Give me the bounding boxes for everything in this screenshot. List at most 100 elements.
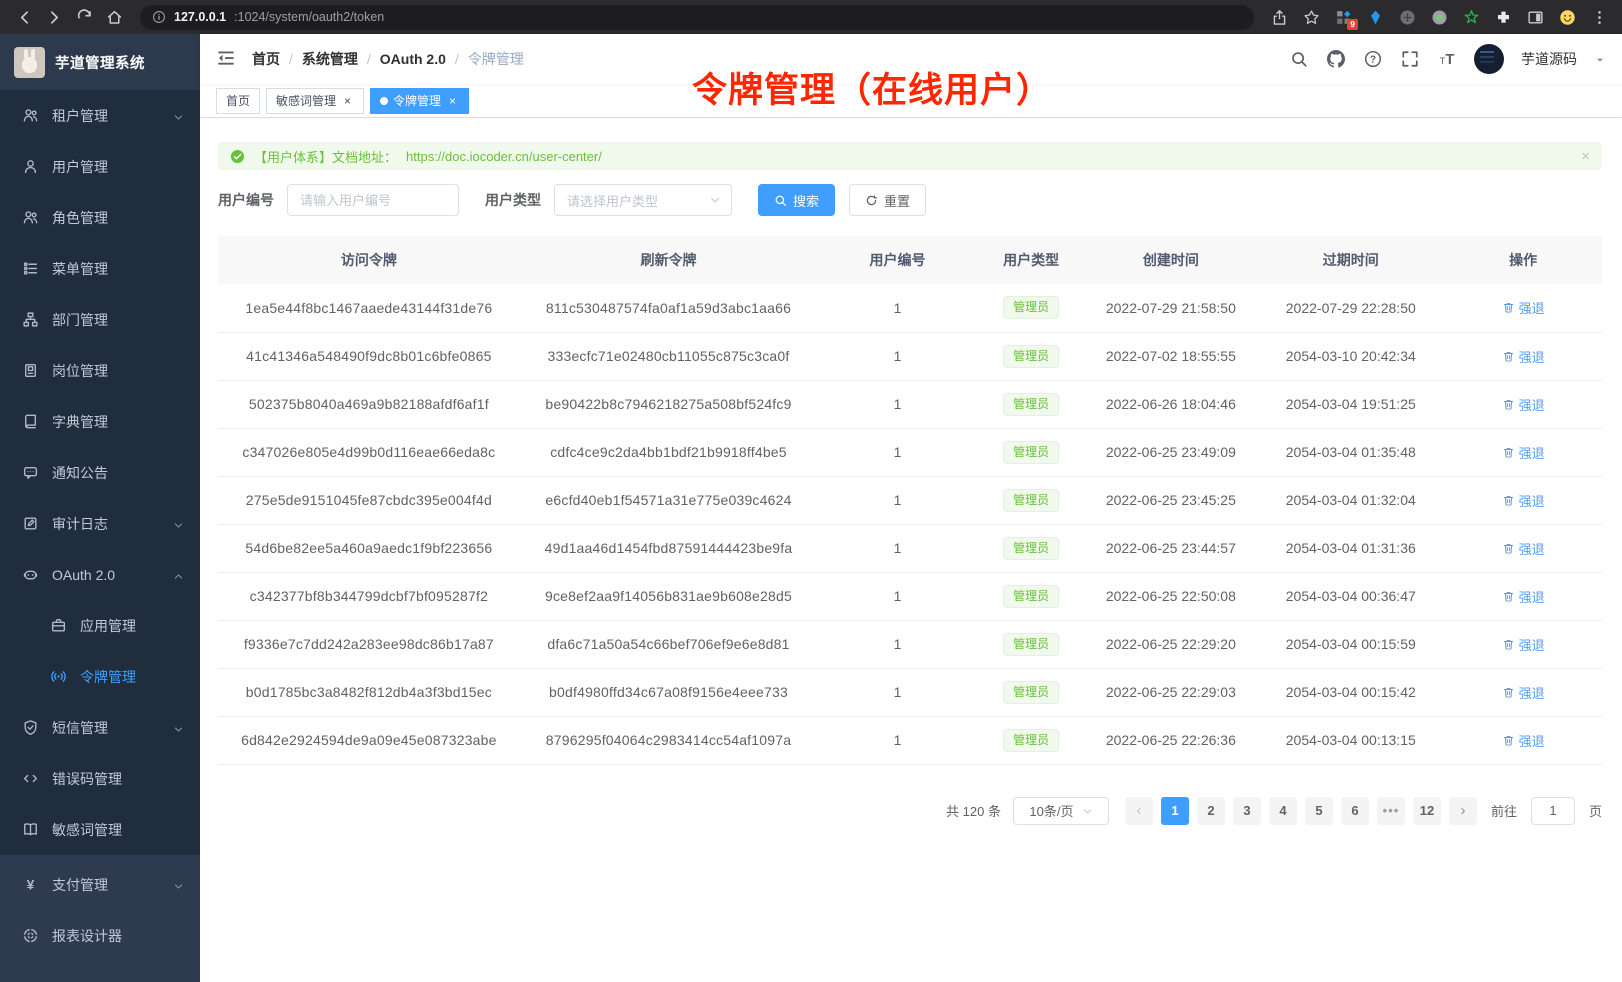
sidebar-item-通知公告[interactable]: 通知公告	[0, 447, 200, 498]
page-ellipsis[interactable]: •••	[1376, 796, 1405, 825]
goto-label: 前往	[1490, 804, 1517, 819]
page-button-12[interactable]: 12	[1412, 796, 1441, 825]
cell-created: 2022-07-02 18:55:55	[1084, 332, 1258, 381]
tab-close-icon[interactable]: ×	[344, 93, 352, 108]
sidebar-item-label: 敏感词管理	[52, 821, 122, 838]
sidebar-item-菜单管理[interactable]: 菜单管理	[0, 243, 200, 294]
cell-expires: 2054-03-04 19:51:25	[1257, 380, 1445, 429]
search-icon[interactable]	[1289, 49, 1309, 69]
sidebar-item-错误码管理[interactable]: 错误码管理	[0, 753, 200, 804]
green-star-icon[interactable]	[1458, 4, 1484, 30]
split-screen-icon[interactable]	[1522, 4, 1548, 30]
search-button[interactable]: 搜索	[758, 184, 836, 216]
breadcrumb-item[interactable]: 系统管理	[301, 51, 358, 67]
tab-令牌管理[interactable]: 令牌管理 ×	[370, 87, 470, 114]
user-name[interactable]: 芋道源码	[1521, 51, 1577, 67]
sidebar-item-部门管理[interactable]: 部门管理	[0, 294, 200, 345]
force-logout-link[interactable]: 强退	[1502, 298, 1545, 317]
table-header-row: 访问令牌 刷新令牌 用户编号 用户类型 创建时间 过期时间 操作	[218, 236, 1602, 284]
force-logout-link[interactable]: 强退	[1502, 587, 1545, 606]
cell-expires: 2054-03-04 00:15:59	[1257, 620, 1445, 669]
goto-page-input[interactable]	[1530, 796, 1575, 825]
app-logo[interactable]: 芋道管理系统	[0, 34, 200, 90]
alert-doc-link[interactable]: https://doc.iocoder.cn/user-center/	[406, 148, 602, 164]
bookmark-star-icon[interactable]	[1298, 4, 1324, 30]
sidebar-item-敏感词管理[interactable]: 敏感词管理	[0, 804, 200, 855]
browser-back-button[interactable]	[10, 3, 38, 31]
user-id-input[interactable]	[287, 184, 459, 216]
trash-icon	[1502, 638, 1515, 651]
breadcrumb-item[interactable]: OAuth 2.0	[379, 51, 446, 67]
page-button-5[interactable]: 5	[1304, 796, 1333, 825]
sidebar-item-报表设计器[interactable]: 报表设计器	[0, 910, 200, 961]
reset-button[interactable]: 重置	[849, 184, 927, 216]
page-size-select[interactable]: 10条/页	[1012, 796, 1109, 825]
logo-avatar	[14, 46, 45, 78]
dict-icon	[22, 413, 39, 430]
record-circle-icon[interactable]	[1426, 4, 1452, 30]
tab-敏感词管理[interactable]: 敏感词管理 ×	[266, 87, 365, 114]
sidebar-item-label: 通知公告	[52, 464, 108, 481]
force-logout-link[interactable]: 强退	[1502, 683, 1545, 702]
cell-refresh: 811c530487574fa0af1a59d3abc1aa66	[519, 284, 818, 333]
force-logout-label: 强退	[1518, 445, 1545, 461]
sidebar-item-令牌管理[interactable]: 令牌管理	[0, 651, 200, 702]
sidebar-fold-button[interactable]	[216, 48, 238, 70]
dark-circle-icon	[1399, 9, 1416, 26]
github-icon[interactable]	[1326, 49, 1346, 69]
puzzle-icon[interactable]	[1490, 4, 1516, 30]
force-logout-link[interactable]: 强退	[1502, 539, 1545, 558]
fullscreen-icon[interactable]	[1400, 49, 1420, 69]
user-type-select[interactable]: 请选择用户类型	[554, 184, 732, 216]
page-button-3[interactable]: 3	[1232, 796, 1261, 825]
sidebar-item-OAuth 2.0[interactable]: OAuth 2.0	[0, 549, 200, 600]
user-avatar[interactable]	[1474, 44, 1504, 74]
share-icon[interactable]	[1266, 4, 1292, 30]
help-icon[interactable]: ?	[1363, 49, 1383, 69]
sidebar-item-用户管理[interactable]: 用户管理	[0, 141, 200, 192]
browser-forward-button[interactable]	[40, 3, 68, 31]
force-logout-link[interactable]: 强退	[1502, 395, 1545, 414]
page-button-4[interactable]: 4	[1268, 796, 1297, 825]
tab-首页[interactable]: 首页	[216, 87, 261, 114]
breadcrumb-item[interactable]: 首页	[252, 51, 280, 67]
next-page-button[interactable]: ›	[1448, 796, 1477, 825]
force-logout-link[interactable]: 强退	[1502, 347, 1545, 366]
address-bar[interactable]: 127.0.0.1:1024/system/oauth2/token	[140, 4, 1254, 30]
extensions-badge-icon[interactable]: 9	[1330, 4, 1358, 30]
force-logout-link[interactable]: 强退	[1502, 491, 1545, 510]
search-icon	[774, 194, 787, 207]
prev-page-button[interactable]: ‹	[1124, 796, 1153, 825]
user-type-label: 用户类型	[485, 192, 541, 208]
home-icon	[106, 9, 123, 26]
sidebar-item-租户管理[interactable]: 租户管理	[0, 90, 200, 141]
cell-access: 502375b8040a469a9b82188afdf6af1f	[218, 380, 520, 429]
sidebar-item-应用管理[interactable]: 应用管理	[0, 600, 200, 651]
column-header: 操作	[1444, 236, 1602, 284]
browser-reload-button[interactable]	[70, 3, 98, 31]
profile-smiley-icon[interactable]	[1554, 4, 1580, 30]
sidebar-item-岗位管理[interactable]: 岗位管理	[0, 345, 200, 396]
sidebar-item-支付管理[interactable]: ¥ 支付管理	[0, 859, 200, 910]
user-caret-down-icon[interactable]	[1594, 53, 1606, 65]
sidebar-item-角色管理[interactable]: 角色管理	[0, 192, 200, 243]
force-logout-link[interactable]: 强退	[1502, 731, 1545, 750]
sidebar-item-审计日志[interactable]: 审计日志	[0, 498, 200, 549]
table-body: 1ea5e44f8bc1467aaede43144f31de76 811c5304…	[218, 284, 1602, 765]
page-button-6[interactable]: 6	[1340, 796, 1369, 825]
overflow-menu-icon[interactable]	[1586, 4, 1612, 30]
cell-created: 2022-06-25 22:26:36	[1084, 716, 1258, 765]
page-button-2[interactable]: 2	[1196, 796, 1225, 825]
kite-icon[interactable]	[1362, 4, 1388, 30]
force-logout-link[interactable]: 强退	[1502, 443, 1545, 462]
user-type-tag: 管理员	[1003, 488, 1060, 512]
tab-close-icon[interactable]: ×	[449, 93, 457, 108]
browser-home-button[interactable]	[100, 3, 128, 31]
page-button-1[interactable]: 1	[1160, 796, 1189, 825]
alert-close-icon[interactable]: ×	[1581, 147, 1590, 165]
force-logout-link[interactable]: 强退	[1502, 635, 1545, 654]
sidebar-item-短信管理[interactable]: 短信管理	[0, 702, 200, 753]
sidebar-item-字典管理[interactable]: 字典管理	[0, 396, 200, 447]
dark-circle-icon[interactable]	[1394, 4, 1420, 30]
